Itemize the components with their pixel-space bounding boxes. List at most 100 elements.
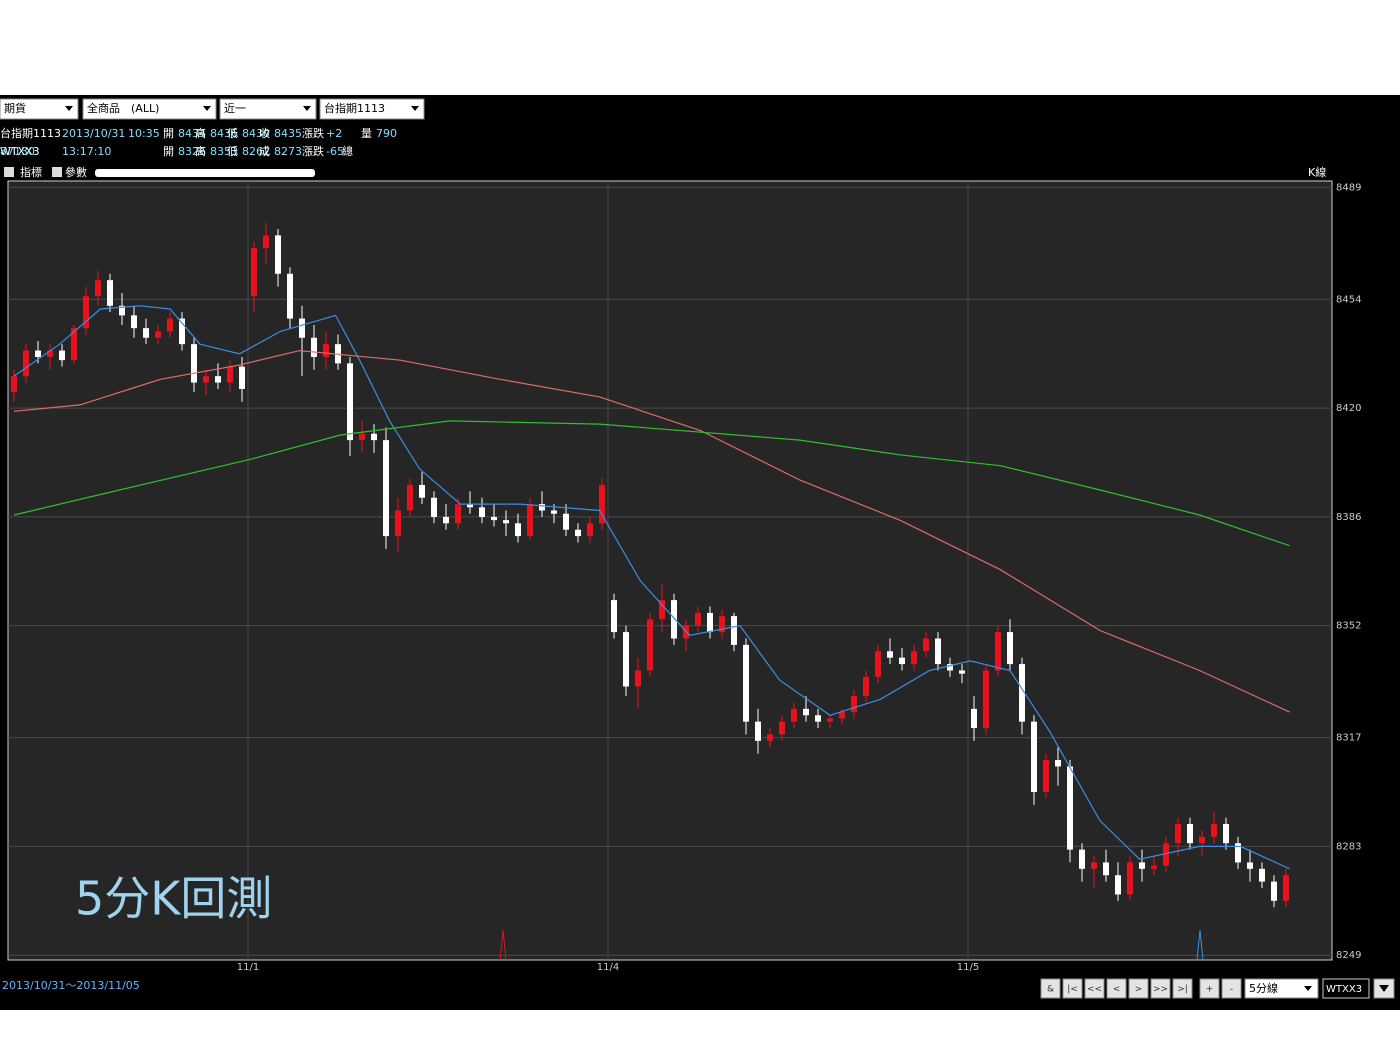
candle-body (1187, 824, 1193, 844)
candle-body (1019, 664, 1025, 722)
candle-body (659, 600, 665, 620)
quote-field: 8326 (178, 145, 206, 158)
candle-body (155, 331, 161, 338)
candle-body (815, 715, 821, 722)
candle-body (407, 484, 413, 511)
candle-body (455, 504, 461, 524)
candle-body (47, 350, 53, 357)
candle-body (491, 516, 497, 521)
candle-body (1007, 632, 1013, 665)
candle-body (479, 507, 485, 517)
x-tick-label: 11/5 (957, 962, 979, 973)
dropdown-arrow (203, 106, 211, 111)
candle-body (167, 318, 173, 332)
plot-area (7, 180, 1333, 961)
candle-body (599, 484, 605, 524)
candle-body (1127, 862, 1133, 895)
volume-spike (499, 929, 507, 961)
quote-field: 8430 (242, 127, 270, 140)
candle-body (755, 721, 761, 741)
quote-field: 收 (259, 126, 270, 140)
dropdown-arrow (65, 106, 73, 111)
candle-body (779, 721, 785, 735)
x-tick-label: 11/4 (597, 962, 619, 973)
candle-body (71, 328, 77, 361)
candle-body (731, 616, 737, 645)
y-tick-label: 8386 (1336, 512, 1361, 523)
x-tick-label: 11/1 (237, 962, 259, 973)
candle-body (239, 366, 245, 389)
nav-button[interactable] (1150, 978, 1171, 999)
chart-kind: K線 (1308, 165, 1326, 179)
candle-body (35, 350, 41, 357)
symbol-box[interactable] (1322, 978, 1370, 999)
candle-body (347, 363, 353, 441)
indicator-icon[interactable] (4, 167, 14, 177)
nav-button[interactable] (1062, 978, 1083, 999)
nav-button[interactable] (1040, 978, 1061, 999)
candle-body (1055, 760, 1061, 767)
nav-button-label: |< (1067, 985, 1078, 995)
quote-field: 790 (376, 127, 397, 140)
candle-body (515, 523, 521, 537)
candle-body (1199, 836, 1205, 844)
candle-body (371, 433, 377, 441)
candle-body (947, 664, 953, 671)
interval-select[interactable] (1244, 978, 1319, 999)
nav-button[interactable] (1084, 978, 1105, 999)
dropdown[interactable] (319, 98, 425, 120)
candle-body (503, 520, 509, 524)
nav-button[interactable] (1106, 978, 1127, 999)
symbol-label: WTXX3 (1326, 984, 1362, 995)
candle-body (839, 712, 845, 719)
candle-body (203, 376, 209, 383)
dropdown[interactable] (82, 98, 217, 120)
y-tick-label: 8489 (1336, 182, 1361, 193)
nav-button[interactable] (1128, 978, 1149, 999)
candle-body (11, 376, 17, 393)
quote-field: 8434 (178, 127, 206, 140)
nav-button[interactable] (1172, 978, 1193, 999)
candle-body (1115, 875, 1121, 895)
y-tick-label: 8317 (1336, 733, 1361, 744)
candle-body (59, 350, 65, 361)
candle-body (635, 670, 641, 687)
nav-button[interactable] (1199, 978, 1220, 999)
candle-body (179, 318, 185, 345)
candle-body (827, 718, 833, 722)
candle-body (959, 670, 965, 674)
y-tick-label: 8352 (1336, 621, 1361, 632)
dropdown[interactable] (0, 98, 79, 120)
candle-body (647, 619, 653, 671)
candle-body (311, 337, 317, 357)
indicator-button[interactable]: 指標 (20, 165, 42, 179)
nav-button-label: - (1230, 985, 1233, 995)
candle-body (1175, 824, 1181, 844)
candle-body (539, 504, 545, 511)
candle-body (443, 516, 449, 524)
params-button[interactable]: 參數 (65, 165, 87, 179)
y-tick-label: 8420 (1336, 403, 1361, 414)
quote-field: 高 (195, 126, 206, 140)
candle-body (95, 280, 101, 297)
symbol-arrow (1379, 985, 1389, 992)
quote-field: 8435 (274, 127, 302, 140)
dropdown[interactable] (219, 98, 317, 120)
candle-body (791, 708, 797, 722)
candle-body (323, 344, 329, 357)
candle-body (1259, 868, 1265, 882)
candle-body (119, 305, 125, 316)
candle-body (299, 318, 305, 338)
y-tick-label: 8454 (1336, 294, 1361, 305)
moving-average (13, 420, 1290, 547)
nav-button-label: > (1135, 985, 1143, 995)
nav-button[interactable] (1221, 978, 1242, 999)
candle-body (863, 676, 869, 697)
candle-body (395, 510, 401, 537)
quote-field: 開 (163, 145, 174, 158)
dropdown-label: 全商品 (ALL) (87, 101, 159, 115)
quote-field: 開 (163, 127, 174, 140)
volume-spike (1196, 929, 1204, 961)
params-icon[interactable] (52, 167, 62, 177)
candle-body (275, 235, 281, 274)
